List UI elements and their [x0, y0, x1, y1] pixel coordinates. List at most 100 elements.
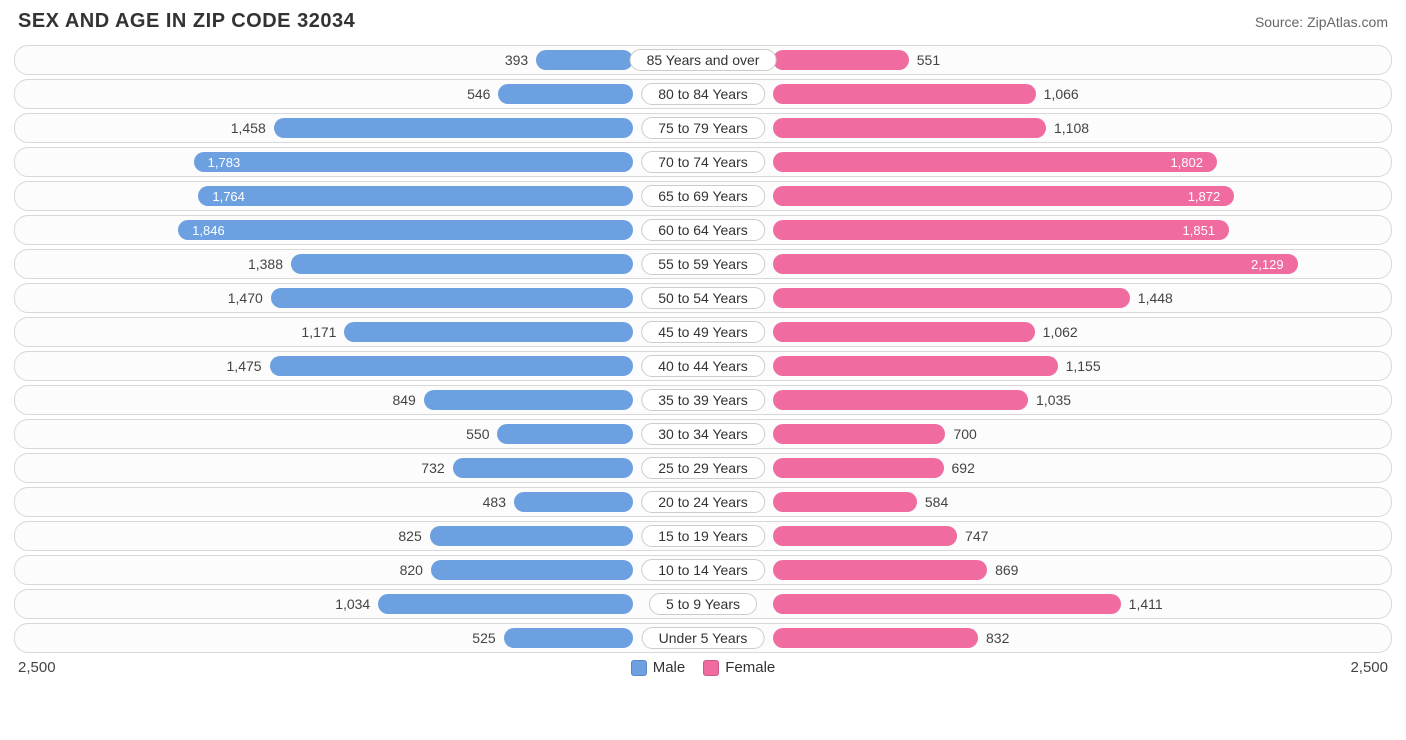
pyramid-row: 525832Under 5 Years [14, 623, 1392, 653]
female-half: 869 [703, 556, 1388, 584]
age-category-label: 65 to 69 Years [641, 185, 765, 207]
female-value: 1,066 [1036, 86, 1087, 102]
female-value: 2,129 [1243, 257, 1292, 272]
male-value: 546 [459, 86, 498, 102]
male-value: 1,846 [184, 223, 233, 238]
female-value: 1,872 [1180, 189, 1229, 204]
female-bar [773, 84, 1036, 104]
female-half: 1,851 [703, 216, 1388, 244]
male-bar [178, 220, 633, 240]
male-half: 825 [18, 522, 703, 550]
male-half: 1,171 [18, 318, 703, 346]
female-half: 1,035 [703, 386, 1388, 414]
female-bar [773, 254, 1298, 274]
female-value: 584 [917, 494, 956, 510]
male-value: 1,764 [204, 189, 253, 204]
pyramid-row: 82086910 to 14 Years [14, 555, 1392, 585]
pyramid-row: 1,764 1,872 65 to 69 Years [14, 181, 1392, 211]
pyramid-row: 1,458 1,10875 to 79 Years [14, 113, 1392, 143]
female-value: 1,155 [1058, 358, 1109, 374]
male-bar [430, 526, 633, 546]
male-bar [378, 594, 633, 614]
male-bar [504, 628, 633, 648]
male-bar [198, 186, 633, 206]
female-bar [773, 390, 1028, 410]
male-half: 732 [18, 454, 703, 482]
female-half: 2,129 [703, 250, 1388, 278]
male-half: 550 [18, 420, 703, 448]
legend-male-label: Male [653, 659, 686, 676]
female-half: 1,411 [703, 590, 1388, 618]
female-value: 832 [978, 630, 1017, 646]
female-half: 551 [703, 46, 1388, 74]
age-category-label: 70 to 74 Years [641, 151, 765, 173]
female-half: 1,108 [703, 114, 1388, 142]
chart-title: SEX AND AGE IN ZIP CODE 32034 [18, 10, 355, 33]
female-bar [773, 424, 945, 444]
female-half: 832 [703, 624, 1388, 652]
female-bar [773, 492, 917, 512]
male-value: 1,783 [200, 155, 249, 170]
male-half: 1,388 [18, 250, 703, 278]
male-value: 1,458 [223, 120, 274, 136]
male-half: 1,783 [18, 148, 703, 176]
pyramid-row: 73269225 to 29 Years [14, 453, 1392, 483]
pyramid-row: 1,846 1,85160 to 64 Years [14, 215, 1392, 245]
pyramid-row: 546 1,066 80 to 84 Years [14, 79, 1392, 109]
male-half: 820 [18, 556, 703, 584]
female-half: 1,155 [703, 352, 1388, 380]
age-category-label: 80 to 84 Years [641, 83, 765, 105]
male-value: 550 [458, 426, 497, 442]
age-category-label: 60 to 64 Years [641, 219, 765, 241]
age-category-label: 35 to 39 Years [641, 389, 765, 411]
male-value: 483 [475, 494, 514, 510]
male-half: 1,034 [18, 590, 703, 618]
male-bar [453, 458, 633, 478]
age-category-label: 15 to 19 Years [641, 525, 765, 547]
male-bar [424, 390, 633, 410]
pyramid-row: 1,4751,15540 to 44 Years [14, 351, 1392, 381]
male-value: 1,475 [219, 358, 270, 374]
pyramid-row: 849 1,035 35 to 39 Years [14, 385, 1392, 415]
female-half: 584 [703, 488, 1388, 516]
chart-footer: 2,500 Male Female 2,500 [14, 659, 1392, 676]
female-bar [773, 118, 1046, 138]
female-half: 692 [703, 454, 1388, 482]
female-value: 1,035 [1028, 392, 1079, 408]
male-half: 1,764 [18, 182, 703, 210]
male-value: 1,034 [327, 596, 378, 612]
male-value: 825 [390, 528, 429, 544]
male-half: 1,475 [18, 352, 703, 380]
age-category-label: 75 to 79 Years [641, 117, 765, 139]
female-half: 1,802 [703, 148, 1388, 176]
female-half: 1,062 [703, 318, 1388, 346]
pyramid-row: 39355185 Years and over [14, 45, 1392, 75]
male-value: 849 [384, 392, 423, 408]
female-bar [773, 560, 987, 580]
female-bar [773, 356, 1058, 376]
female-bar [773, 220, 1229, 240]
female-value: 869 [987, 562, 1026, 578]
pyramid-row: 1,388 2,129 55 to 59 Years [14, 249, 1392, 279]
age-category-label: Under 5 Years [642, 627, 765, 649]
male-value: 1,388 [240, 256, 291, 272]
male-half: 1,846 [18, 216, 703, 244]
female-bar [773, 186, 1234, 206]
male-swatch-icon [631, 660, 647, 676]
age-category-label: 25 to 29 Years [641, 457, 765, 479]
legend-female-label: Female [725, 659, 775, 676]
male-bar [431, 560, 633, 580]
female-bar [773, 458, 944, 478]
female-bar [773, 152, 1217, 172]
pyramid-row: 55070030 to 34 Years [14, 419, 1392, 449]
axis-left-max: 2,500 [18, 659, 56, 676]
female-bar [773, 628, 978, 648]
age-category-label: 55 to 59 Years [641, 253, 765, 275]
chart-source: Source: ZipAtlas.com [1255, 14, 1388, 30]
female-half: 747 [703, 522, 1388, 550]
female-bar [773, 594, 1121, 614]
age-category-label: 45 to 49 Years [641, 321, 765, 343]
male-half: 546 [18, 80, 703, 108]
age-category-label: 50 to 54 Years [641, 287, 765, 309]
female-half: 1,448 [703, 284, 1388, 312]
